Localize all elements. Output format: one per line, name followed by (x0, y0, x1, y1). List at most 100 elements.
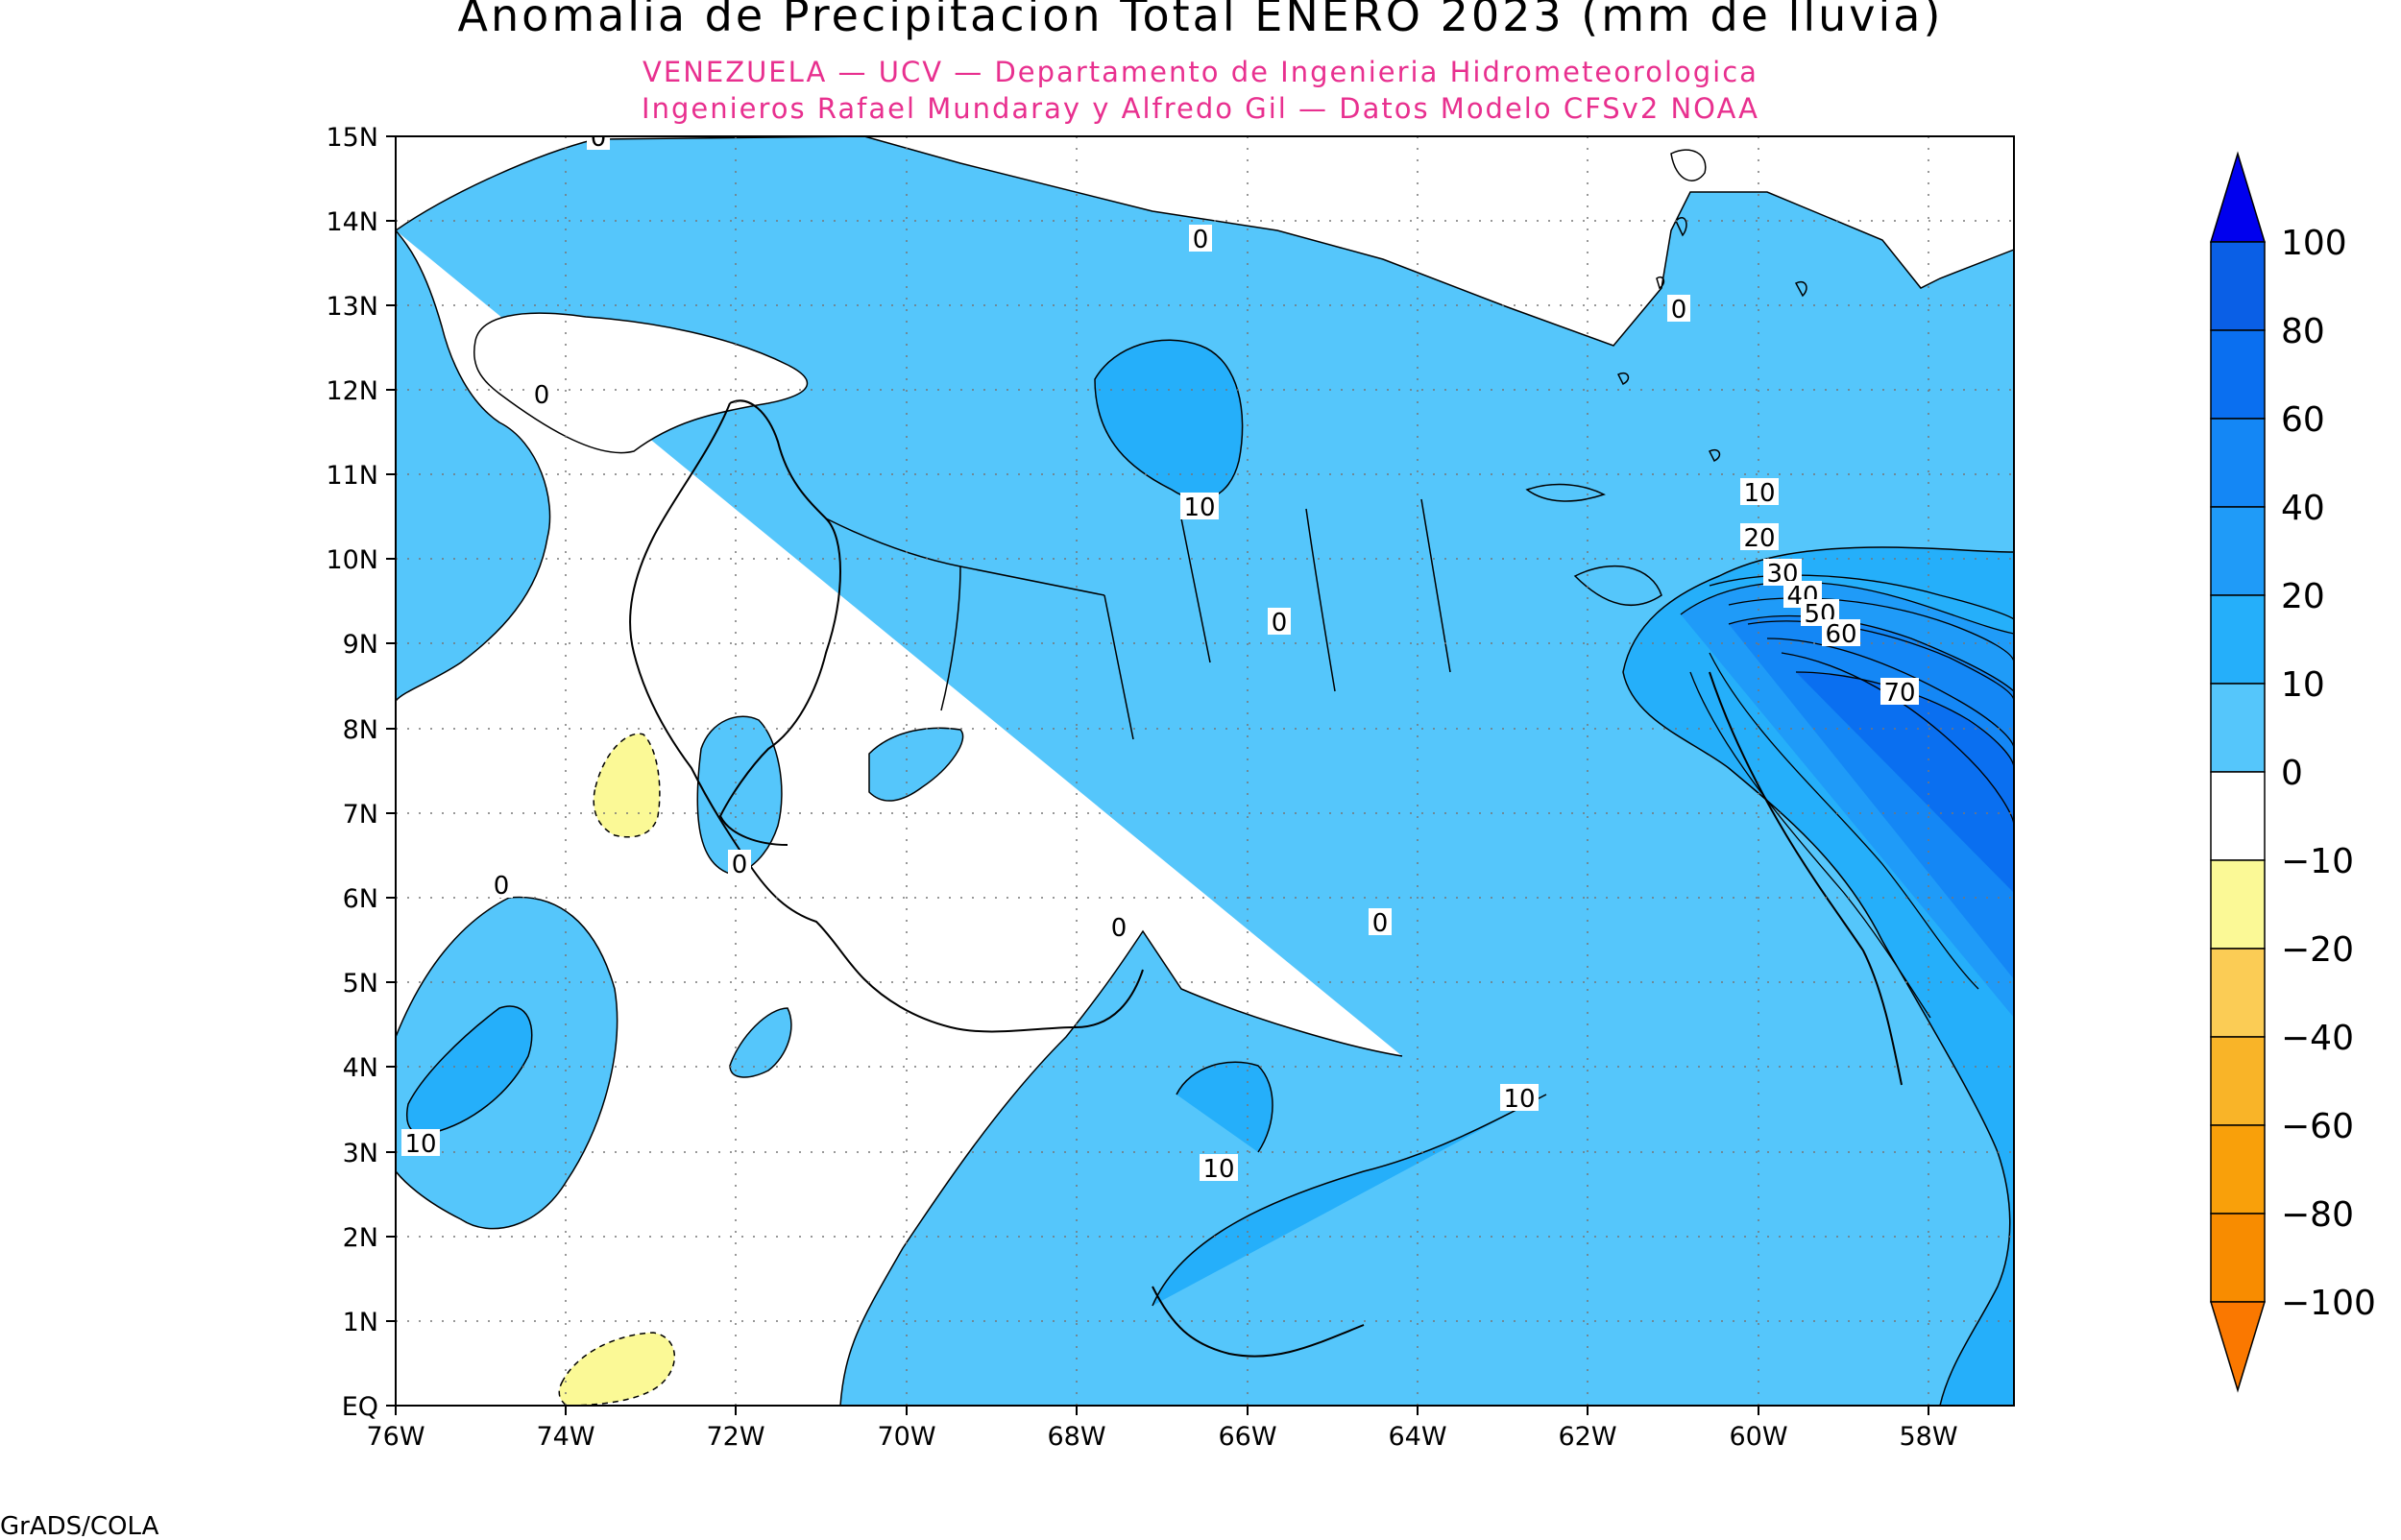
amazon-10-20 (1176, 1061, 1273, 1153)
subtitle-line-1: VENEZUELA — UCV — Departamento de Ingeni… (643, 56, 1758, 88)
colorbar-segment (2210, 771, 2266, 861)
colorbar-segment (2210, 683, 2266, 773)
contour-label: 0 (490, 871, 513, 901)
graticule (396, 136, 2014, 1406)
caribbean-islands (1525, 149, 1807, 607)
contour-label: 0 (1369, 908, 1392, 938)
svg-text:10: 10 (1743, 479, 1775, 508)
lon-tick-label: 70W (877, 1422, 935, 1452)
contour-label: 70 (1880, 678, 1919, 708)
venezuela-border (718, 399, 841, 846)
contour-label: 0 (530, 380, 553, 410)
svg-text:0: 0 (1272, 609, 1288, 638)
contour-label: 10 (1500, 1084, 1539, 1114)
negative-pocket-south (558, 1332, 676, 1406)
lat-tick-label: 15N (326, 123, 378, 153)
colorbar-segment (2210, 1213, 2266, 1303)
lon-tick-label: 66W (1218, 1422, 1276, 1452)
country-borders (629, 149, 1903, 1358)
lon-tick-label: 72W (706, 1422, 764, 1452)
caribbean-10-20 (1094, 339, 1244, 500)
lat-tick-label: 5N (343, 969, 378, 999)
lat-tick-label: 8N (343, 715, 378, 745)
svg-text:0: 0 (534, 381, 550, 410)
lat-tick-label: 6N (343, 884, 378, 914)
subtitle-line-2: Ingenieros Rafael Mundaray y Alfredo Gil… (642, 92, 1759, 125)
lon-tick-label: 62W (1558, 1422, 1616, 1452)
contour-label: 0 (1268, 608, 1291, 638)
svg-text:0: 0 (1671, 296, 1687, 325)
svg-text:0: 0 (1111, 914, 1128, 943)
contour-label: 0 (728, 850, 751, 879)
brazil-border (1152, 1286, 1365, 1358)
contour-label: 10 (1740, 478, 1779, 508)
lat-tick-label: EQ (342, 1392, 378, 1422)
lat-tick-label: 13N (326, 292, 378, 322)
lat-tick-label: 2N (343, 1223, 378, 1253)
contour-label: 60 (1822, 619, 1860, 649)
colorbar-label: 10 (2281, 665, 2325, 705)
contour-label: 20 (1740, 523, 1779, 553)
colorbar-bottom-triangle (2209, 1301, 2267, 1393)
colorbar-label: −40 (2281, 1019, 2354, 1058)
colorbar-label: −10 (2281, 842, 2354, 881)
svg-text:10: 10 (1183, 493, 1215, 522)
contour-label: 0 (1107, 913, 1130, 943)
svg-text:0: 0 (494, 872, 510, 901)
anomaly-high-regions (1680, 581, 2014, 1018)
lon-tick-label: 76W (366, 1422, 424, 1452)
lon-tick-label: 74W (536, 1422, 594, 1452)
latitude-axis (386, 135, 396, 1407)
svg-text:0: 0 (732, 851, 748, 879)
svg-text:0: 0 (1193, 226, 1209, 254)
contour-labels: 0 0 0 0 10 0 0 0 0 0 10 10 10 10 20 30 4… (401, 124, 1919, 1184)
colorbar-label: −100 (2281, 1284, 2376, 1323)
svg-text:10: 10 (1503, 1085, 1535, 1114)
colorbar-segment (2210, 859, 2266, 950)
svg-text:10: 10 (1202, 1155, 1234, 1184)
negative-pocket-north (593, 733, 661, 838)
contour-label: 0 (1189, 225, 1212, 254)
colorbar-labels: 100 80 60 40 20 10 0 −10 −20 −40 −60 −80… (2281, 224, 2376, 1323)
lat-tick-label: 1N (343, 1308, 378, 1337)
colorbar-label: −20 (2281, 930, 2354, 970)
svg-text:0: 0 (591, 124, 607, 153)
colorbar-label: 20 (2281, 577, 2325, 616)
map-plot-area: 0 0 0 0 10 0 0 0 0 0 10 10 10 10 20 30 4… (396, 124, 2014, 1406)
contour-label: 0 (1667, 295, 1690, 325)
colorbar-segment (2210, 1036, 2266, 1126)
lat-tick-label: 14N (326, 207, 378, 237)
colorbar-segment (2210, 1124, 2266, 1215)
guyana-border (1709, 671, 1903, 1086)
colorbar-segment (2210, 418, 2266, 508)
svg-text:60: 60 (1825, 620, 1856, 649)
contour-label: 10 (1180, 493, 1219, 522)
lat-tick-label: 7N (343, 800, 378, 830)
contour-label: 10 (401, 1129, 440, 1159)
south-10-20 (1152, 1094, 1547, 1307)
longitude-tick-labels: 76W 74W 72W 70W 68W 66W 64W 62W 60W 58W (366, 1422, 1957, 1452)
colorbar-segment (2210, 594, 2266, 685)
lon-tick-label: 60W (1729, 1422, 1787, 1452)
longitude-axis (395, 1406, 1929, 1415)
svg-text:20: 20 (1743, 524, 1775, 553)
guajira-near-zero (473, 312, 809, 454)
lat-tick-label: 10N (326, 545, 378, 575)
colorbar-label: −60 (2281, 1107, 2354, 1146)
chart-title: Anomalia de Precipitacion Total ENERO 20… (458, 0, 1944, 41)
colorbar-segment (2210, 948, 2266, 1038)
apure-positive (868, 727, 964, 802)
lat-tick-label: 9N (343, 630, 378, 660)
plot-frame (395, 135, 2015, 1407)
contour-label: 10 (1200, 1154, 1238, 1184)
grads-credit: GrADS/COLA (0, 1512, 159, 1536)
colorbar-segment (2210, 241, 2266, 331)
west-margin-positive (396, 229, 551, 703)
colorbar (2209, 151, 2267, 1393)
colorbar-label: 60 (2281, 400, 2325, 440)
lat-tick-label: 11N (326, 461, 378, 491)
svg-text:10: 10 (404, 1130, 436, 1159)
colorbar-label: 0 (2281, 754, 2303, 793)
band-60-80 (1795, 671, 2014, 893)
colombia-small-positive (729, 1007, 792, 1078)
